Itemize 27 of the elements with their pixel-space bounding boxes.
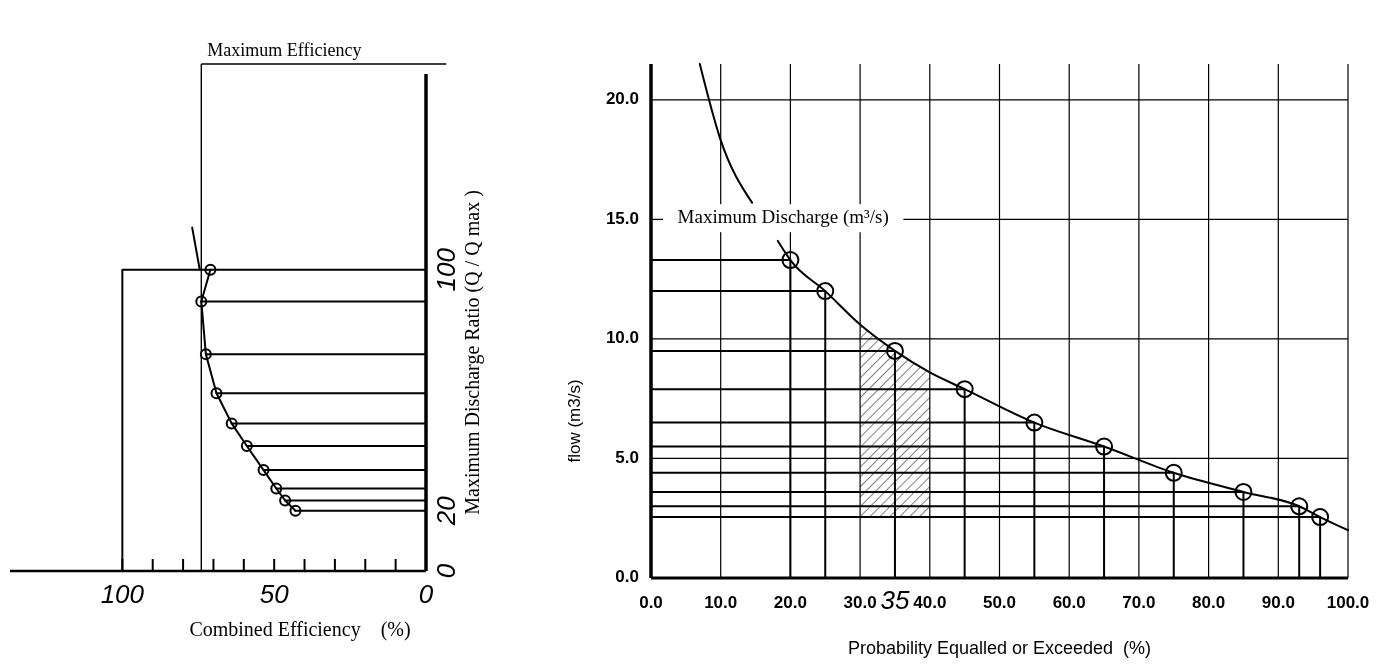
x-tick-label: 50.0 [982,593,1017,612]
x-tick-label: 40.0 [913,593,947,612]
x-tick-label: 90.0 [1261,593,1295,612]
annotation: 35 [880,584,910,615]
x-tick-label: 0.0 [639,593,663,612]
y-axis-title: Maximum Discharge Ratio (Q / Q max ) [460,190,484,515]
y-tick-label: 100 [431,247,462,292]
y-axis-title: flow (m3/s) [565,379,585,463]
y-tick-label: 5.0 [615,447,639,467]
y-tick-label: 20.0 [605,89,639,109]
y-tick-label: 15.0 [605,208,639,228]
x-tick-label: 30.0 [843,593,877,612]
y-tick-label: 20 [431,495,462,527]
y-tick-label: 0 [431,563,462,579]
x-tick-label: 20.0 [773,593,807,612]
x-tick-label: 70.0 [1122,593,1156,612]
ref-line-label: Maximum Efficiency [207,40,362,60]
x-tick-label: 60.0 [1052,593,1086,612]
x-tick-label: 80.0 [1192,593,1226,612]
x-tick-label: 50 [259,579,290,609]
x-tick-label: 100.0 [1326,593,1370,612]
x-axis-title: Probability Equalled or Exceeded (%) [847,638,1152,658]
x-tick-label: 10.0 [704,593,738,612]
x-axis-title: Combined Efficiency (%) [189,618,411,641]
y-tick-label: 10.0 [605,328,639,348]
x-tick-label: 100 [100,579,145,609]
annotation: Maximum Discharge (m³/s) [677,205,889,228]
